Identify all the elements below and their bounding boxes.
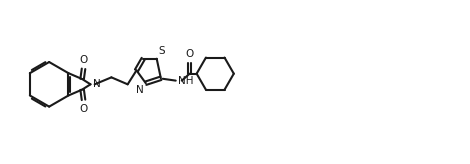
- Text: O: O: [186, 49, 194, 59]
- Text: O: O: [79, 55, 87, 65]
- Text: S: S: [158, 46, 164, 56]
- Text: NH: NH: [178, 76, 194, 86]
- Text: N: N: [93, 79, 101, 89]
- Text: O: O: [79, 104, 87, 114]
- Text: N: N: [136, 85, 143, 95]
